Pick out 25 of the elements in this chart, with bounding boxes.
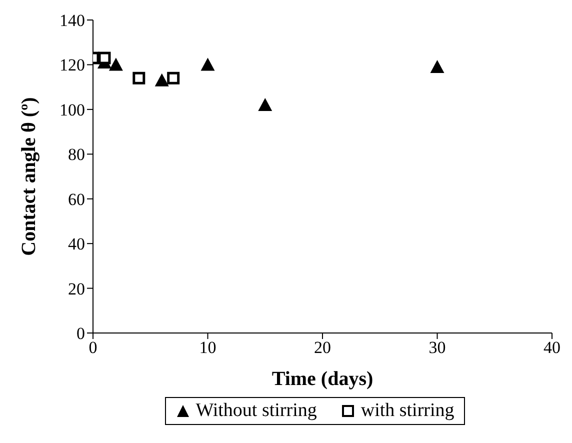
point xyxy=(154,73,169,86)
point xyxy=(167,72,180,84)
legend-label: Without stirring xyxy=(194,400,317,422)
y-tick-label: 140 xyxy=(60,11,85,30)
point xyxy=(108,58,123,71)
y-tick-label: 100 xyxy=(60,100,85,120)
x-tick-label: 20 xyxy=(314,338,331,358)
point xyxy=(258,98,272,111)
legend-label: with stirring xyxy=(360,400,454,422)
y-tick-label: 60 xyxy=(68,190,85,209)
x-tick-label: 0 xyxy=(88,338,98,358)
point xyxy=(132,72,146,84)
x-tick-label: 40 xyxy=(544,338,560,358)
y-tick-label: 120 xyxy=(60,56,85,75)
x-axis-title: Time (days) xyxy=(272,368,374,390)
y-axis-title: Contact angle θ (º) xyxy=(18,97,40,256)
y-tick-label: 0 xyxy=(76,324,85,344)
y-tick-label: 40 xyxy=(68,234,85,254)
x-tick-label: 10 xyxy=(199,338,216,358)
x-tick-label: 30 xyxy=(428,338,446,358)
point xyxy=(200,58,215,71)
y-tick-label: 80 xyxy=(68,145,85,164)
point xyxy=(430,60,444,73)
point xyxy=(98,52,111,64)
y-tick-label: 20 xyxy=(68,279,85,298)
